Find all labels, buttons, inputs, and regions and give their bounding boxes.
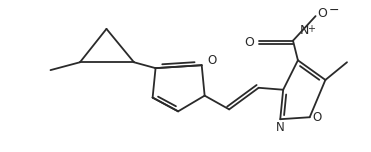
Text: N: N [300,24,309,37]
Text: −: − [328,4,339,17]
Text: O: O [312,111,321,124]
Text: +: + [307,24,315,34]
Text: O: O [208,54,217,67]
Text: O: O [318,7,328,20]
Text: N: N [276,121,285,134]
Text: O: O [244,36,254,49]
